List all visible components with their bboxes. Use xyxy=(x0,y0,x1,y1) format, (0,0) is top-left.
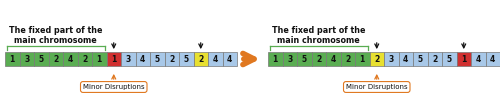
Bar xyxy=(384,52,398,66)
Text: 3: 3 xyxy=(287,54,292,63)
Text: 4: 4 xyxy=(330,54,336,63)
Text: The fixed part of the
main chromosome: The fixed part of the main chromosome xyxy=(9,26,102,45)
Bar xyxy=(456,52,471,66)
Text: 5: 5 xyxy=(446,54,452,63)
Bar xyxy=(355,52,370,66)
Bar xyxy=(312,52,326,66)
Text: 4: 4 xyxy=(140,54,145,63)
Text: 1: 1 xyxy=(96,54,102,63)
Bar xyxy=(194,52,208,66)
Text: 1: 1 xyxy=(111,54,116,63)
Text: 1: 1 xyxy=(461,54,466,63)
Text: 4: 4 xyxy=(68,54,73,63)
Text: 2: 2 xyxy=(432,54,438,63)
Bar xyxy=(92,52,106,66)
Bar xyxy=(179,52,194,66)
Text: 2: 2 xyxy=(345,54,350,63)
Bar xyxy=(208,52,222,66)
Text: 5: 5 xyxy=(154,54,160,63)
Bar xyxy=(370,52,384,66)
Text: 2: 2 xyxy=(82,54,87,63)
Bar xyxy=(164,52,179,66)
Text: 5: 5 xyxy=(38,54,44,63)
Bar xyxy=(413,52,428,66)
Text: 3: 3 xyxy=(126,54,131,63)
Bar xyxy=(326,52,340,66)
Text: 1: 1 xyxy=(272,54,278,63)
Text: 3: 3 xyxy=(24,54,30,63)
Bar xyxy=(398,52,413,66)
Text: 4: 4 xyxy=(212,54,218,63)
Bar xyxy=(471,52,486,66)
Text: 2: 2 xyxy=(316,54,322,63)
Bar xyxy=(78,52,92,66)
Bar xyxy=(442,52,456,66)
Bar xyxy=(63,52,78,66)
Text: 4: 4 xyxy=(227,54,232,63)
Bar xyxy=(34,52,48,66)
Bar xyxy=(20,52,34,66)
Text: 3: 3 xyxy=(388,54,394,63)
Bar xyxy=(121,52,136,66)
Text: The fixed part of the
main chromosome: The fixed part of the main chromosome xyxy=(272,26,366,45)
Bar xyxy=(268,52,282,66)
Bar xyxy=(5,52,20,66)
Text: 4: 4 xyxy=(490,54,496,63)
Bar xyxy=(48,52,63,66)
Bar xyxy=(297,52,312,66)
Text: 5: 5 xyxy=(302,54,307,63)
Bar xyxy=(340,52,355,66)
Text: 2: 2 xyxy=(198,54,203,63)
Text: 2: 2 xyxy=(374,54,380,63)
Bar xyxy=(486,52,500,66)
Text: Minor Disruptions: Minor Disruptions xyxy=(83,84,144,90)
Text: 2: 2 xyxy=(53,54,59,63)
Text: 4: 4 xyxy=(476,54,481,63)
Text: 1: 1 xyxy=(10,54,15,63)
Bar xyxy=(282,52,297,66)
Bar xyxy=(106,52,121,66)
Bar xyxy=(136,52,150,66)
Bar xyxy=(222,52,237,66)
Bar xyxy=(428,52,442,66)
Text: 1: 1 xyxy=(360,54,365,63)
Text: 2: 2 xyxy=(169,54,174,63)
Bar xyxy=(150,52,164,66)
Text: 5: 5 xyxy=(184,54,189,63)
Text: 4: 4 xyxy=(403,54,408,63)
Text: 5: 5 xyxy=(418,54,423,63)
Text: Minor Disruptions: Minor Disruptions xyxy=(346,84,408,90)
